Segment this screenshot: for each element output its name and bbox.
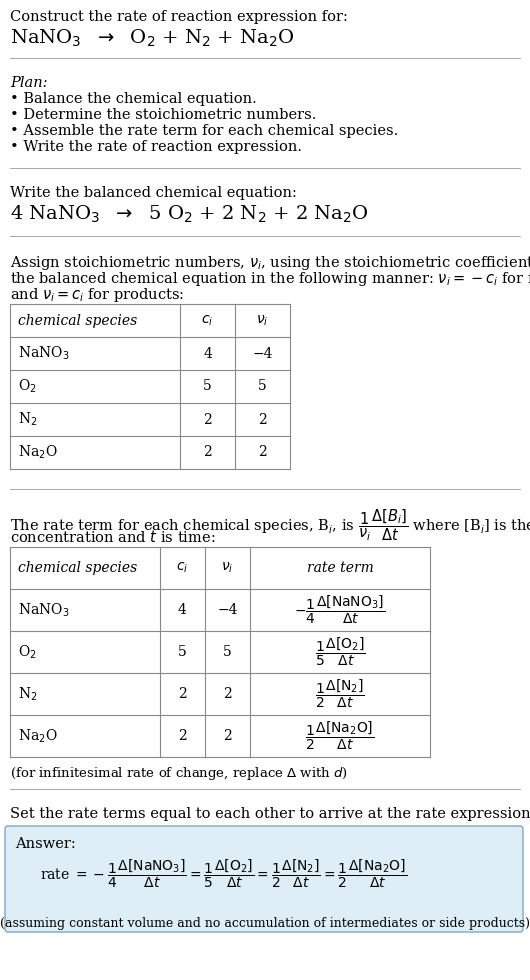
Text: • Write the rate of reaction expression.: • Write the rate of reaction expression.: [10, 140, 302, 154]
Text: 2: 2: [258, 413, 267, 426]
Text: the balanced chemical equation in the following manner: $\nu_i = -c_i$ for react: the balanced chemical equation in the fo…: [10, 270, 530, 288]
Text: Plan:: Plan:: [10, 76, 48, 90]
Bar: [10, 715, 430, 757]
FancyBboxPatch shape: [5, 826, 523, 932]
Text: 5: 5: [223, 645, 232, 659]
Text: 2: 2: [223, 687, 232, 701]
Text: 2: 2: [178, 687, 187, 701]
Text: O$_2$: O$_2$: [18, 643, 37, 661]
Text: rate term: rate term: [307, 561, 373, 575]
Text: N$_2$: N$_2$: [18, 685, 38, 703]
Text: $\nu_i$: $\nu_i$: [257, 314, 269, 327]
Text: 2: 2: [203, 413, 212, 426]
Bar: [10, 304, 290, 337]
Text: Na$_2$O: Na$_2$O: [18, 727, 58, 745]
Bar: [10, 370, 290, 403]
Text: $\dfrac{1}{5}\dfrac{\Delta[\mathrm{O_2}]}{\Delta t}$: $\dfrac{1}{5}\dfrac{\Delta[\mathrm{O_2}]…: [315, 636, 365, 668]
Text: −4: −4: [217, 603, 238, 617]
Text: Assign stoichiometric numbers, $\nu_i$, using the stoichiometric coefficients, $: Assign stoichiometric numbers, $\nu_i$, …: [10, 254, 530, 272]
Text: 5: 5: [203, 379, 212, 394]
Text: 4: 4: [178, 603, 187, 617]
Text: NaNO$_3$  $\rightarrow$  O$_2$ + N$_2$ + Na$_2$O: NaNO$_3$ $\rightarrow$ O$_2$ + N$_2$ + N…: [10, 28, 294, 49]
Text: 4 NaNO$_3$  $\rightarrow$  5 O$_2$ + 2 N$_2$ + 2 Na$_2$O: 4 NaNO$_3$ $\rightarrow$ 5 O$_2$ + 2 N$_…: [10, 204, 369, 225]
Text: Set the rate terms equal to each other to arrive at the rate expression:: Set the rate terms equal to each other t…: [10, 807, 530, 821]
Text: O$_2$: O$_2$: [18, 378, 37, 395]
Text: • Determine the stoichiometric numbers.: • Determine the stoichiometric numbers.: [10, 108, 316, 122]
Text: −4: −4: [252, 347, 273, 361]
Bar: [10, 337, 290, 370]
Text: $c_i$: $c_i$: [201, 314, 214, 327]
Text: $\dfrac{1}{2}\dfrac{\Delta[\mathrm{N_2}]}{\Delta t}$: $\dfrac{1}{2}\dfrac{\Delta[\mathrm{N_2}]…: [315, 678, 365, 710]
Bar: [10, 631, 430, 673]
Text: 2: 2: [223, 729, 232, 743]
Text: 2: 2: [258, 446, 267, 460]
Bar: [10, 589, 430, 631]
Bar: [10, 403, 290, 436]
Text: $\dfrac{1}{2}\dfrac{\Delta[\mathrm{Na_2O}]}{\Delta t}$: $\dfrac{1}{2}\dfrac{\Delta[\mathrm{Na_2O…: [305, 720, 375, 753]
Text: Write the balanced chemical equation:: Write the balanced chemical equation:: [10, 186, 297, 200]
Text: 4: 4: [203, 347, 212, 361]
Text: 2: 2: [178, 729, 187, 743]
Text: (for infinitesimal rate of change, replace $\Delta$ with $d$): (for infinitesimal rate of change, repla…: [10, 765, 348, 782]
Text: • Assemble the rate term for each chemical species.: • Assemble the rate term for each chemic…: [10, 124, 398, 138]
Text: The rate term for each chemical species, B$_i$, is $\dfrac{1}{\nu_i}\dfrac{\Delt: The rate term for each chemical species,…: [10, 507, 530, 543]
Text: 5: 5: [258, 379, 267, 394]
Text: N$_2$: N$_2$: [18, 411, 38, 428]
Text: $-\dfrac{1}{4}\dfrac{\Delta[\mathrm{NaNO_3}]}{\Delta t}$: $-\dfrac{1}{4}\dfrac{\Delta[\mathrm{NaNO…: [294, 594, 386, 626]
Text: $\nu_i$: $\nu_i$: [222, 561, 234, 575]
Text: chemical species: chemical species: [18, 561, 137, 575]
Bar: [10, 673, 430, 715]
Text: 2: 2: [203, 446, 212, 460]
Text: 5: 5: [178, 645, 187, 659]
Text: $c_i$: $c_i$: [176, 561, 189, 575]
Text: Construct the rate of reaction expression for:: Construct the rate of reaction expressio…: [10, 10, 348, 24]
Bar: [10, 436, 290, 469]
Text: and $\nu_i = c_i$ for products:: and $\nu_i = c_i$ for products:: [10, 286, 184, 304]
Bar: [10, 547, 430, 589]
Text: Answer:: Answer:: [15, 837, 76, 851]
Text: concentration and $t$ is time:: concentration and $t$ is time:: [10, 529, 216, 545]
Text: NaNO$_3$: NaNO$_3$: [18, 345, 69, 363]
Text: NaNO$_3$: NaNO$_3$: [18, 602, 69, 618]
Text: (assuming constant volume and no accumulation of intermediates or side products): (assuming constant volume and no accumul…: [0, 917, 530, 930]
Text: Na$_2$O: Na$_2$O: [18, 444, 58, 462]
Text: rate $= -\dfrac{1}{4}\dfrac{\Delta[\mathrm{NaNO_3}]}{\Delta t} = \dfrac{1}{5}\df: rate $= -\dfrac{1}{4}\dfrac{\Delta[\math…: [40, 858, 407, 890]
Text: • Balance the chemical equation.: • Balance the chemical equation.: [10, 92, 257, 106]
Text: chemical species: chemical species: [18, 314, 137, 327]
